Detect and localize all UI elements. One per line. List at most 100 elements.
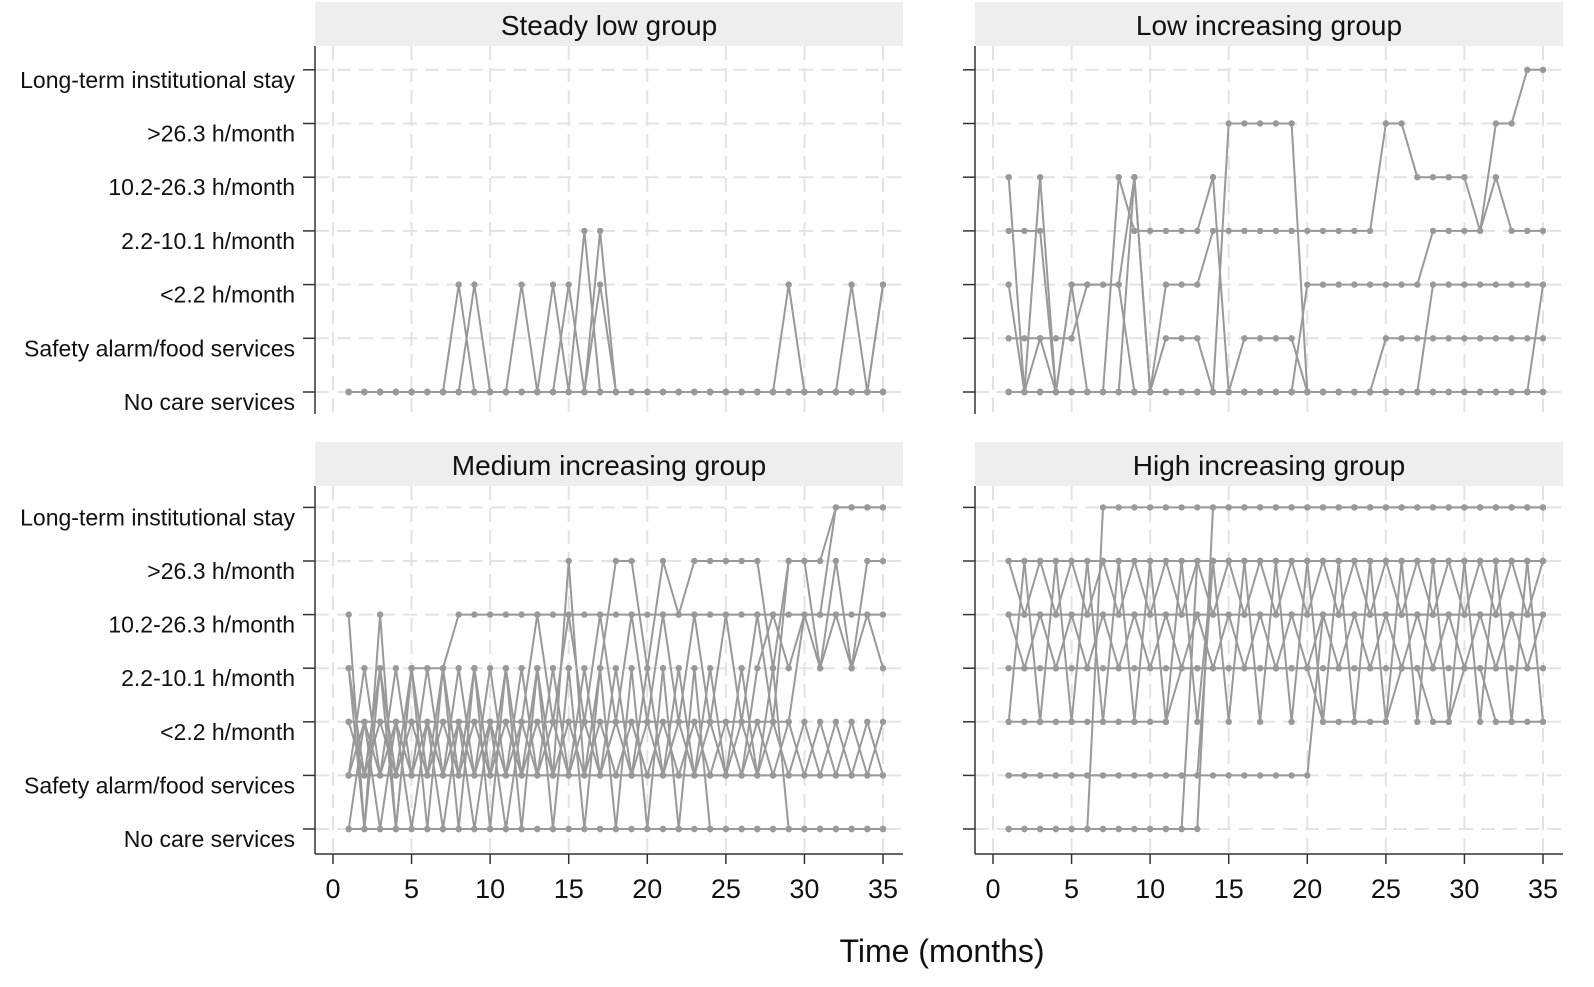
trajectory-point [659, 557, 667, 565]
trajectory-point [1382, 557, 1390, 565]
x-tick-label: 5 [1064, 874, 1079, 904]
trajectory-point [864, 772, 871, 779]
trajectory-point [1366, 504, 1374, 511]
trajectory-point [1241, 665, 1248, 672]
trajectory-point [581, 227, 588, 235]
trajectory-point [1052, 718, 1060, 725]
trajectory-point [1461, 281, 1468, 288]
trajectory-point [361, 718, 368, 725]
trajectory-point [1021, 772, 1028, 779]
trajectory-point [1429, 335, 1437, 342]
x-tick-label: 30 [789, 874, 819, 904]
trajectory-point [1445, 611, 1452, 618]
x-tick-label: 0 [325, 874, 340, 904]
trajectory-point [1005, 557, 1012, 565]
trajectory-point [361, 665, 368, 672]
y-tick-label: 2.2-10.1 h/month [121, 665, 295, 691]
trajectory-point [738, 557, 745, 565]
trajectory-point [706, 557, 714, 565]
trajectory-point [1335, 718, 1342, 725]
trajectory-point [1178, 772, 1185, 779]
trajectory-point [1005, 665, 1012, 672]
trajectory-point [1445, 335, 1452, 342]
trajectory-point [659, 772, 667, 779]
trajectory-point [738, 718, 745, 725]
trajectory-point [722, 557, 730, 565]
trajectory-point [1492, 665, 1500, 672]
trajectory-point [1382, 504, 1390, 511]
trajectory-point [1492, 611, 1500, 618]
trajectory-point [471, 825, 478, 833]
x-tick-label: 0 [985, 874, 1000, 904]
trajectory-point [659, 388, 667, 396]
trajectory-point [1162, 665, 1170, 672]
trajectory-point [659, 665, 667, 672]
trajectory-point [1524, 388, 1531, 396]
trajectory-point [644, 825, 651, 833]
trajectory-point [1445, 281, 1452, 288]
trajectory-point [1476, 557, 1484, 565]
trajectory-point [345, 825, 352, 833]
trajectory-point [1162, 611, 1170, 618]
trajectory-point [408, 388, 415, 396]
trajectory-point [502, 772, 510, 779]
trajectory-point [1398, 557, 1405, 565]
trajectory-point [1414, 174, 1421, 181]
trajectory-point [1146, 665, 1154, 672]
trajectory-point [832, 611, 840, 618]
trajectory-point [408, 772, 415, 779]
trajectory-point [1021, 718, 1028, 725]
trajectory-point [1084, 557, 1091, 565]
trajectory-point [1366, 557, 1374, 565]
y-tick-label: <2.2 h/month [160, 282, 295, 308]
y-tick-label: No care services [124, 826, 295, 852]
trajectory-point [439, 825, 447, 833]
trajectory-point [1476, 718, 1484, 725]
x-axis-title: Time (months) [839, 933, 1044, 969]
trajectory-point [769, 718, 777, 725]
trajectory-point [675, 611, 682, 618]
trajectory-point [659, 825, 667, 833]
trajectory-point [1084, 825, 1091, 833]
trajectory-point [1194, 772, 1201, 779]
trajectory-point [1476, 388, 1484, 396]
trajectory-point [644, 611, 651, 618]
trajectory-point [1304, 665, 1311, 672]
trajectory-point [628, 825, 635, 833]
trajectory-point [785, 825, 792, 833]
x-tick-label: 5 [404, 874, 419, 904]
trajectory-point [1146, 557, 1154, 565]
trajectory-point [1209, 174, 1217, 181]
trajectory-point [518, 611, 525, 618]
trajectory-point [1021, 335, 1028, 342]
trajectory-point [1272, 388, 1280, 396]
trajectory-point [691, 825, 698, 833]
trajectory-point [455, 718, 462, 725]
trajectory-point [785, 718, 792, 725]
trajectory-point [864, 557, 871, 565]
trajectory-point [1508, 611, 1515, 618]
trajectory-point [754, 718, 761, 725]
trajectory-point [1508, 227, 1515, 235]
trajectory-point [1021, 611, 1028, 618]
trajectory-point [1288, 388, 1295, 396]
trajectory-point [1068, 825, 1075, 833]
trajectory-point [879, 557, 887, 565]
trajectory-point [581, 388, 588, 396]
trajectory-line [347, 668, 883, 830]
trajectory-point [879, 611, 887, 618]
trajectory-point [596, 281, 604, 288]
trajectory-point [1162, 388, 1170, 396]
trajectory-point [832, 557, 840, 565]
trajectory-point [864, 504, 871, 511]
trajectory-point [1319, 504, 1327, 511]
trajectory-line [1008, 613, 1543, 777]
trajectory-point [1068, 557, 1075, 565]
trajectory-point [486, 772, 494, 779]
y-tick-label: Long-term institutional stay [20, 67, 295, 93]
trajectory-point [1429, 718, 1437, 725]
trajectory-point [1539, 335, 1547, 342]
trajectory-point [1146, 772, 1154, 779]
trajectory-point [1099, 825, 1107, 833]
trajectory-point [565, 718, 572, 725]
